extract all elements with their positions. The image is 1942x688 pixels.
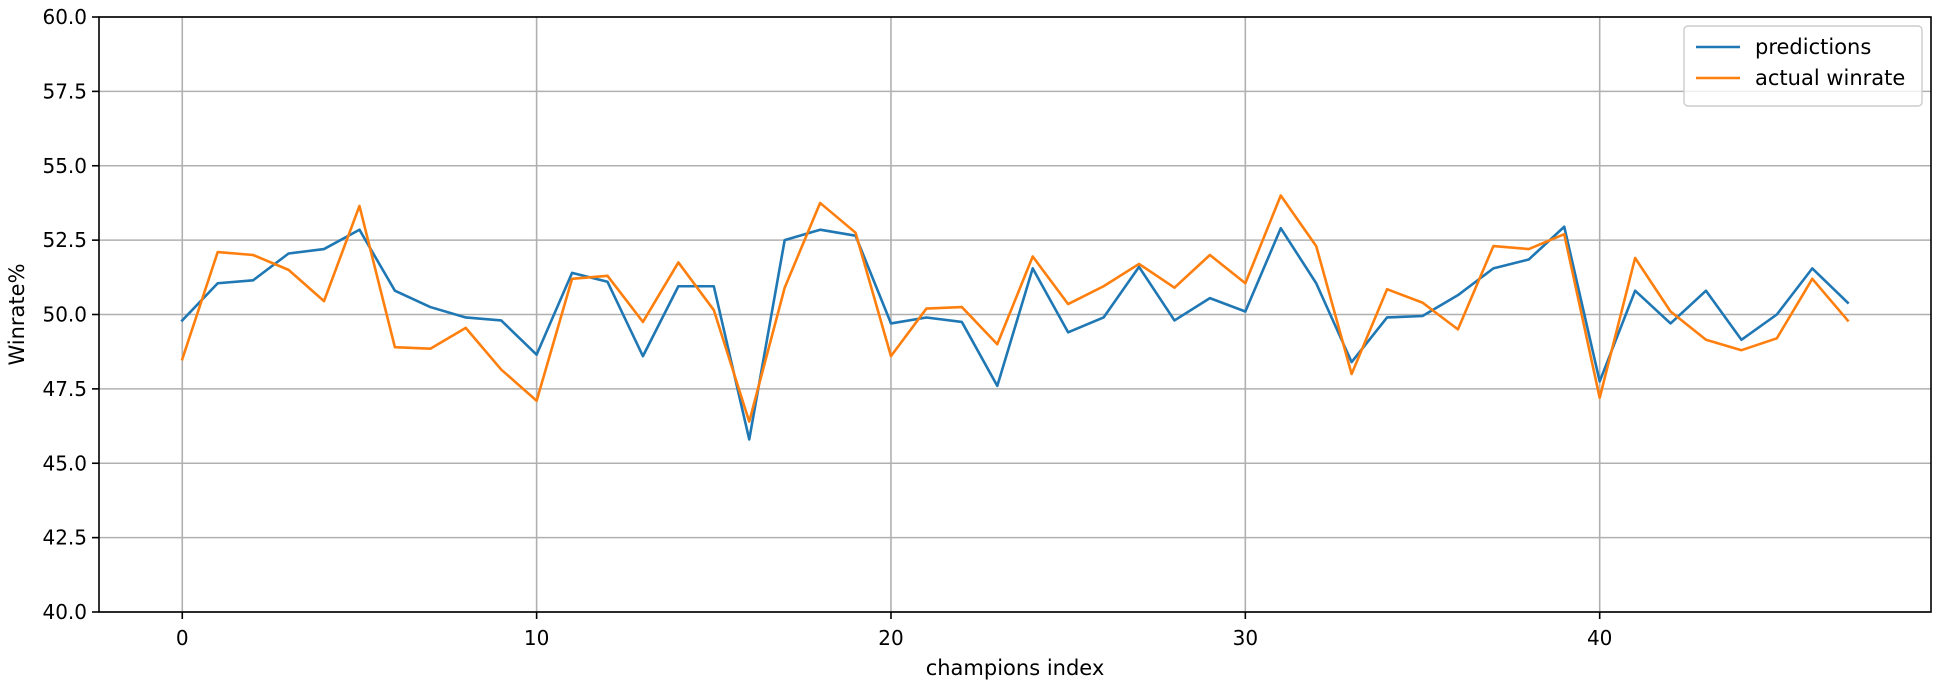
series-lines (180, 194, 1850, 441)
grid (99, 16, 1931, 613)
legend-label: actual winrate (1755, 66, 1905, 90)
axis-ticks: 0 10 20 30 40 40.0 42.5 45.0 47.5 50.0 52.5 55.0 57.… (42, 5, 1612, 650)
y-tick-label: 60.0 (42, 5, 87, 29)
x-tick-label: 20 (878, 626, 903, 650)
legend: predictions actual winrate (1683, 25, 1923, 107)
y-tick-label: 57.5 (42, 79, 87, 103)
y-tick-label: 47.5 (42, 377, 87, 401)
y-tick-label: 40.0 (42, 600, 87, 624)
x-tick-label: 0 (176, 626, 189, 650)
y-tick-label: 52.5 (42, 228, 87, 252)
series-line-predictions (180, 225, 1850, 441)
y-axis-label: Winrate% (5, 263, 29, 365)
y-tick-label: 55.0 (42, 154, 87, 178)
series-line-actual-winrate (180, 194, 1850, 423)
y-tick-label: 42.5 (42, 526, 87, 550)
x-axis-label: champions index (926, 656, 1105, 680)
x-tick-label: 30 (1233, 626, 1258, 650)
y-tick-label: 50.0 (42, 303, 87, 327)
y-tick-label: 45.0 (42, 451, 87, 475)
legend-label: predictions (1755, 35, 1871, 59)
x-tick-label: 40 (1587, 626, 1612, 650)
legend-box (1683, 25, 1923, 107)
x-tick-label: 10 (524, 626, 549, 650)
